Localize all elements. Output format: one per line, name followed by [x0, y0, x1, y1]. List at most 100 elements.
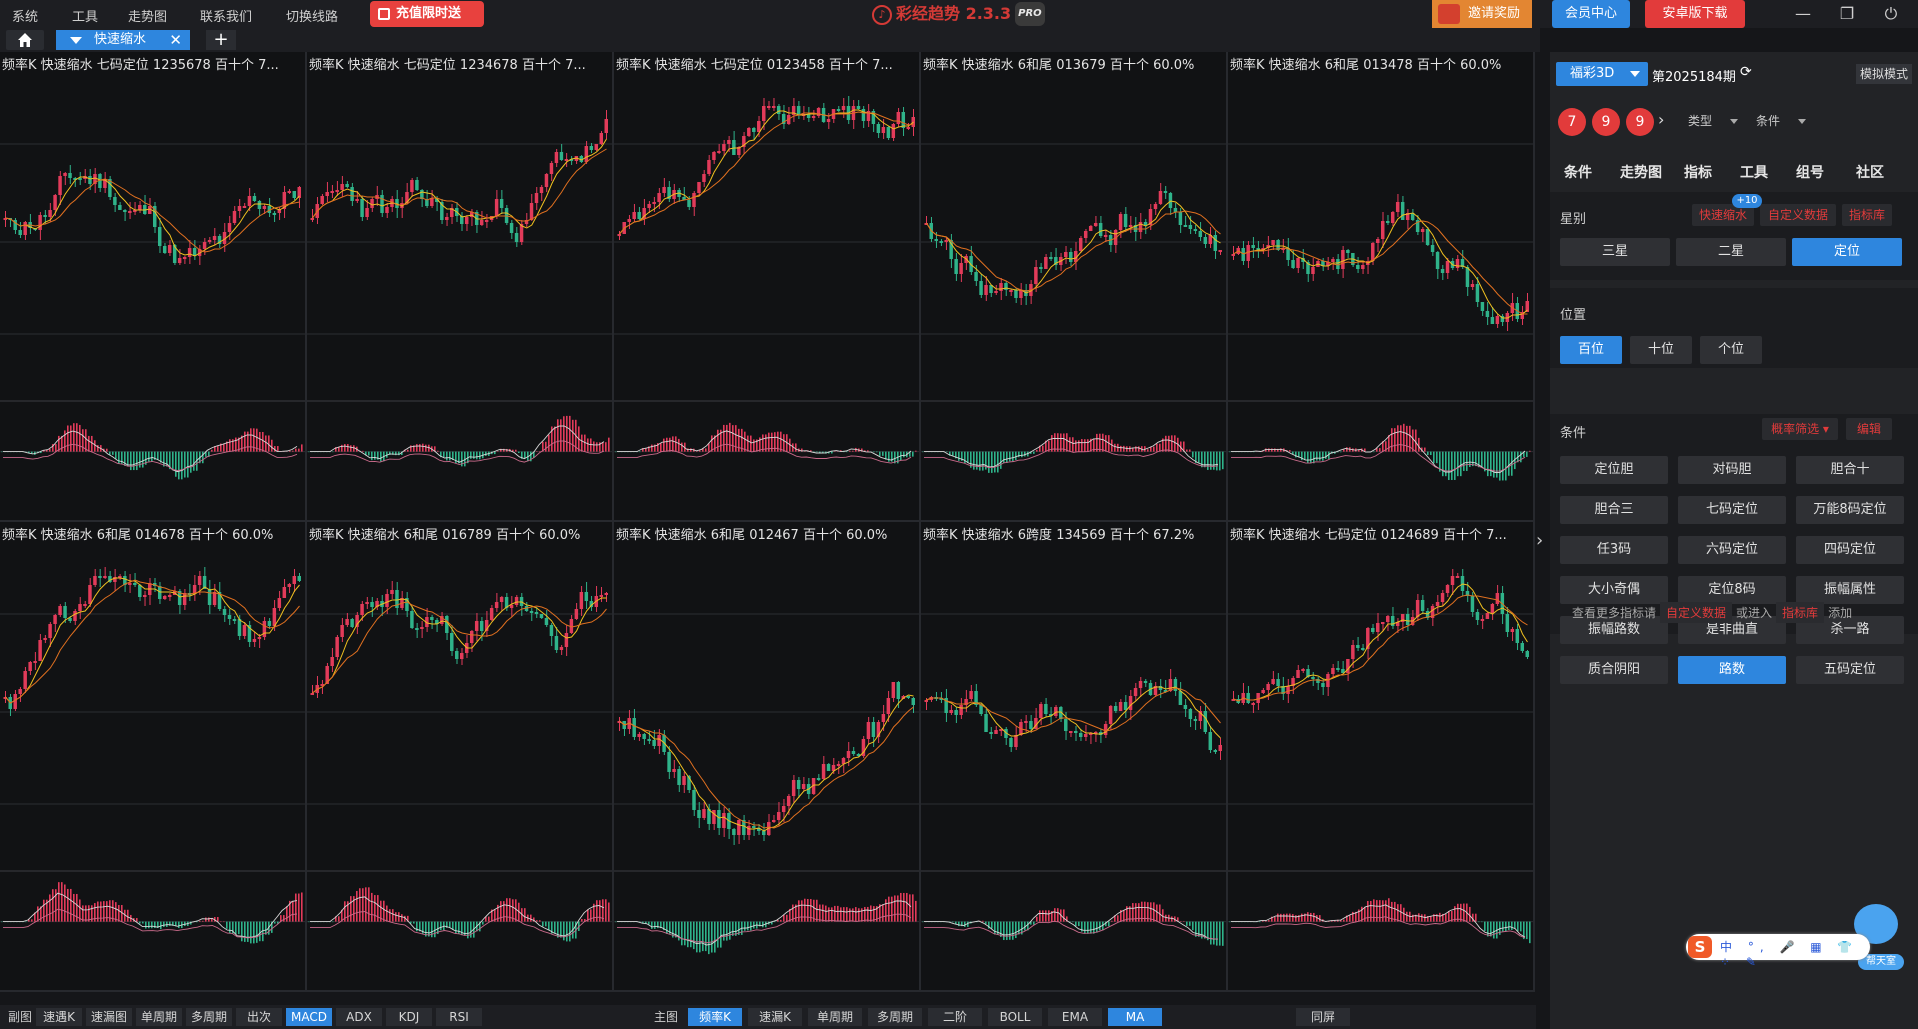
condition-button[interactable]: 对码胆 [1678, 456, 1786, 484]
menu-system[interactable]: 系统 [12, 10, 39, 25]
main-indicator-button[interactable]: EMA [1048, 1008, 1102, 1026]
assistant-label[interactable]: 帮天室 [1858, 954, 1904, 970]
macd-bar [1481, 921, 1483, 923]
macd-bar [1060, 433, 1062, 452]
condition-button[interactable]: 万能8码定位 [1796, 496, 1904, 524]
sub-indicator-button[interactable]: MACD [286, 1008, 332, 1026]
position-tens[interactable]: 十位 [1630, 336, 1692, 364]
condition-button[interactable]: 路数 [1678, 656, 1786, 684]
main-indicator-button[interactable]: 速漏K [748, 1008, 802, 1026]
sub-indicator-button[interactable]: 速遇K [36, 1008, 82, 1026]
chart-panel[interactable]: 频率K 快速缩水 6跨度 134569 百十个 67.2% [921, 522, 1228, 992]
nav-tab-condition[interactable]: 条件 [1564, 165, 1592, 181]
candle-body [1034, 267, 1038, 284]
same-screen-button[interactable]: 同屏 [1296, 1008, 1350, 1026]
chart-panel[interactable]: 频率K 快速缩水 七码定位 1235678 百十个 7... [0, 52, 307, 522]
condition-button[interactable]: 定位8码 [1678, 576, 1786, 604]
main-indicator-button[interactable]: 多周期 [868, 1008, 922, 1026]
chart-panel[interactable]: 频率K 快速缩水 七码定位 1234678 百十个 7... [307, 52, 614, 522]
condition-button[interactable]: 七码定位 [1678, 496, 1786, 524]
probability-filter-select[interactable]: 概率筛选 ▾ [1762, 418, 1838, 440]
invite-reward-button[interactable]: 邀请奖励 [1432, 0, 1532, 28]
sub-indicator-button[interactable]: 出次 [236, 1008, 282, 1026]
macd-bar [31, 919, 33, 922]
nav-tab-group[interactable]: 组号 [1796, 165, 1824, 181]
edit-button[interactable]: 编辑 [1846, 418, 1892, 440]
refresh-icon[interactable]: ⟳ [1740, 64, 1752, 80]
nav-tab-tools[interactable]: 工具 [1740, 165, 1768, 181]
lottery-select[interactable]: 福彩3D [1556, 62, 1648, 86]
chevron-right-icon[interactable]: › [1536, 530, 1544, 551]
menu-switch-line[interactable]: 切换线路 [286, 10, 339, 25]
promo-button[interactable]: 充值限时送 [370, 1, 484, 27]
menu-tools[interactable]: 工具 [72, 10, 99, 25]
condition-button[interactable]: 振幅路数 [1560, 616, 1668, 644]
nav-tab-trend[interactable]: 走势图 [1620, 165, 1662, 181]
restore-icon[interactable]: ❐ [1839, 4, 1855, 23]
condition-button[interactable]: 定位胆 [1560, 456, 1668, 484]
minimize-icon[interactable]: — [1795, 4, 1811, 23]
chart-panel[interactable]: 频率K 快速缩水 6和尾 013478 百十个 60.0% [1228, 52, 1535, 522]
chart-panel[interactable]: 频率K 快速缩水 6和尾 012467 百十个 60.0% [614, 522, 921, 992]
candle-body [737, 820, 741, 835]
candle-body [335, 637, 339, 657]
condition-button[interactable]: 四码定位 [1796, 536, 1904, 564]
indicator-lib-link[interactable]: 指标库 [1776, 602, 1825, 623]
menu-trend[interactable]: 走势图 [128, 10, 168, 25]
condition-button[interactable]: 胆合十 [1796, 456, 1904, 484]
main-indicator-button[interactable]: 单周期 [808, 1008, 862, 1026]
condition-button[interactable]: 胆合三 [1560, 496, 1668, 524]
link-indicator-lib[interactable]: 指标库 [1842, 204, 1892, 226]
home-button[interactable] [6, 30, 44, 50]
close-icon[interactable]: ✕ [169, 31, 182, 49]
chart-panel[interactable]: 频率K 快速缩水 七码定位 0124689 百十个 7... [1228, 522, 1535, 992]
add-tab-button[interactable]: + [206, 30, 236, 50]
chart-panel[interactable]: 频率K 快速缩水 6和尾 016789 百十个 60.0% [307, 522, 614, 992]
macd-bar [127, 909, 129, 922]
power-icon[interactable]: ⏻ [1884, 4, 1898, 23]
condition-button[interactable]: 大小奇偶 [1560, 576, 1668, 604]
tab-quick-shrink[interactable]: 快速缩水 ✕ [56, 30, 190, 50]
link-custom-data[interactable]: 自定义数据 [1760, 204, 1836, 226]
main-indicator-button[interactable]: BOLL [988, 1008, 1042, 1026]
sub-indicator-button[interactable]: ADX [336, 1008, 382, 1026]
chevron-right-icon[interactable]: › [1658, 110, 1665, 129]
nav-tab-community[interactable]: 社区 [1856, 165, 1884, 181]
star-option-2[interactable]: 二星 [1676, 238, 1786, 266]
condition-select[interactable]: 条件 [1752, 110, 1810, 132]
sub-indicator-button[interactable]: KDJ [386, 1008, 432, 1026]
chart-panel[interactable]: 频率K 快速缩水 七码定位 0123458 百十个 7... [614, 52, 921, 522]
member-center-button[interactable]: 会员中心 [1552, 0, 1630, 28]
star-option-3[interactable]: 三星 [1560, 238, 1670, 266]
condition-button[interactable]: 六码定位 [1678, 536, 1786, 564]
macd-bar [422, 921, 424, 934]
main-indicator-button[interactable]: 频率K [688, 1008, 742, 1026]
type-select[interactable]: 类型 [1684, 110, 1742, 132]
ime-toolbar[interactable]: S 中 °, 🎤 ▦ 👕 ⁘ ✎ [1686, 934, 1870, 969]
main-indicator-button[interactable]: MA [1108, 1008, 1162, 1026]
link-quick-shrink[interactable]: 快速缩水 [1692, 204, 1754, 226]
sub-indicator-button[interactable]: RSI [436, 1008, 482, 1026]
main-indicator-button[interactable]: 二阶 [928, 1008, 982, 1026]
position-units[interactable]: 个位 [1700, 336, 1762, 364]
sub-indicator-button[interactable]: 多周期 [186, 1008, 232, 1026]
star-option-position[interactable]: 定位 [1792, 238, 1902, 266]
simulate-mode-button[interactable]: 模拟模式 [1856, 64, 1912, 84]
sub-indicator-button[interactable]: 速漏图 [86, 1008, 132, 1026]
chart-panel[interactable]: 频率K 快速缩水 6和尾 013679 百十个 60.0% [921, 52, 1228, 522]
macd-bar [73, 893, 75, 922]
chart-panel[interactable]: 频率K 快速缩水 6和尾 014678 百十个 60.0% [0, 522, 307, 992]
condition-button[interactable]: 杀一路 [1796, 616, 1904, 644]
custom-data-link[interactable]: 自定义数据 [1660, 602, 1733, 623]
candle-body [350, 619, 354, 627]
menu-contact[interactable]: 联系我们 [200, 10, 253, 25]
condition-button[interactable]: 质合阴阳 [1560, 656, 1668, 684]
position-hundreds[interactable]: 百位 [1560, 336, 1622, 364]
sub-indicator-button[interactable]: 单周期 [136, 1008, 182, 1026]
condition-button[interactable]: 任3码 [1560, 536, 1668, 564]
macd-bar [1253, 451, 1255, 453]
condition-button[interactable]: 五码定位 [1796, 656, 1904, 684]
condition-button[interactable]: 振幅属性 [1796, 576, 1904, 604]
android-download-button[interactable]: 安卓版下载 [1645, 0, 1745, 28]
nav-tab-indicator[interactable]: 指标 [1684, 165, 1712, 181]
